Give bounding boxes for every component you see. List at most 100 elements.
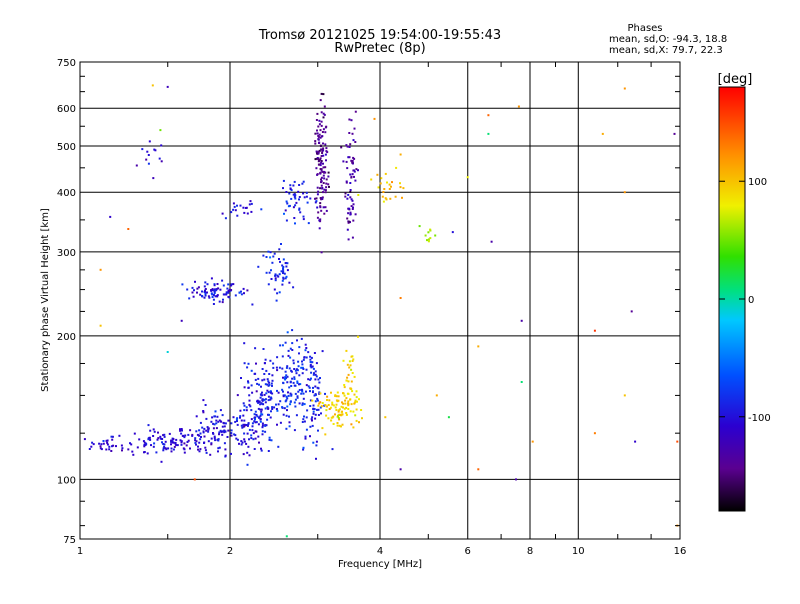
- data-point: [305, 356, 308, 359]
- data-point: [243, 425, 246, 428]
- data-point: [344, 399, 347, 402]
- data-point: [346, 228, 349, 231]
- data-point: [305, 368, 308, 371]
- data-point: [278, 248, 281, 251]
- data-point: [348, 118, 351, 121]
- data-point: [287, 354, 290, 357]
- data-point: [111, 435, 114, 438]
- data-point: [292, 362, 295, 365]
- data-point: [298, 207, 301, 210]
- data-point: [382, 200, 385, 203]
- data-point: [210, 443, 213, 446]
- data-point: [301, 182, 304, 185]
- data-point: [149, 438, 152, 441]
- data-point: [236, 417, 239, 420]
- data-point: [281, 406, 284, 409]
- data-point: [325, 209, 328, 212]
- data-point: [111, 438, 114, 441]
- data-point: [324, 166, 327, 169]
- data-point: [348, 146, 351, 148]
- data-point: [351, 390, 354, 393]
- data-point: [305, 384, 308, 387]
- data-point: [246, 424, 249, 427]
- data-point: [315, 167, 318, 170]
- data-point: [317, 408, 320, 411]
- data-point: [196, 433, 199, 436]
- data-point: [214, 289, 217, 292]
- x-tick-label: 16: [674, 546, 687, 557]
- data-point: [159, 129, 162, 132]
- data-point: [286, 375, 289, 378]
- data-point: [224, 217, 227, 220]
- data-point: [316, 186, 319, 189]
- data-point: [340, 405, 343, 408]
- data-point: [325, 182, 328, 185]
- data-point: [338, 408, 341, 411]
- data-point: [212, 303, 215, 305]
- data-point: [345, 181, 348, 184]
- data-point: [267, 380, 270, 383]
- data-point: [196, 291, 198, 294]
- data-point: [211, 288, 214, 291]
- data-point: [210, 277, 213, 280]
- data-point: [288, 421, 291, 424]
- data-point: [155, 451, 158, 454]
- data-point: [281, 344, 284, 347]
- data-point: [322, 166, 325, 169]
- data-point: [285, 262, 288, 264]
- data-point: [352, 219, 355, 222]
- data-point: [487, 132, 490, 135]
- data-point: [254, 372, 257, 375]
- data-point: [314, 370, 317, 373]
- data-point: [390, 185, 392, 188]
- data-point: [310, 371, 313, 374]
- data-point: [531, 440, 534, 443]
- data-point: [314, 142, 317, 145]
- data-point: [289, 380, 292, 383]
- data-point: [309, 361, 312, 363]
- data-point: [257, 377, 260, 380]
- data-point: [318, 142, 320, 144]
- data-point: [181, 283, 184, 286]
- data-point: [192, 295, 195, 298]
- data-point: [163, 435, 166, 438]
- data-point: [286, 202, 289, 205]
- data-point: [630, 310, 633, 313]
- data-point: [349, 211, 352, 214]
- data-point: [298, 198, 300, 201]
- data-point: [194, 280, 196, 283]
- data-point: [593, 432, 596, 435]
- data-point: [314, 201, 317, 204]
- data-point: [222, 284, 225, 287]
- data-point: [243, 419, 246, 422]
- data-point: [223, 442, 226, 445]
- data-point: [172, 441, 175, 444]
- data-point: [227, 295, 230, 298]
- data-point: [199, 293, 202, 296]
- data-point: [182, 434, 185, 437]
- data-point: [243, 440, 246, 443]
- data-point: [243, 432, 246, 435]
- data-point: [187, 439, 190, 442]
- data-point: [260, 408, 263, 411]
- data-point: [232, 202, 235, 205]
- data-point: [314, 385, 317, 388]
- data-point: [337, 415, 339, 417]
- data-point: [279, 421, 282, 424]
- data-point: [146, 150, 149, 153]
- data-point: [515, 478, 517, 481]
- data-point: [180, 440, 183, 443]
- data-point: [296, 382, 299, 384]
- data-point: [292, 193, 295, 196]
- data-point: [263, 378, 266, 381]
- data-point: [313, 408, 316, 410]
- data-point: [388, 188, 391, 190]
- data-point: [321, 170, 324, 173]
- data-point: [203, 285, 206, 288]
- data-point: [260, 449, 263, 452]
- data-point: [251, 429, 254, 432]
- data-point: [350, 119, 353, 122]
- data-point: [282, 390, 284, 393]
- data-point: [339, 413, 342, 416]
- data-point: [239, 204, 242, 207]
